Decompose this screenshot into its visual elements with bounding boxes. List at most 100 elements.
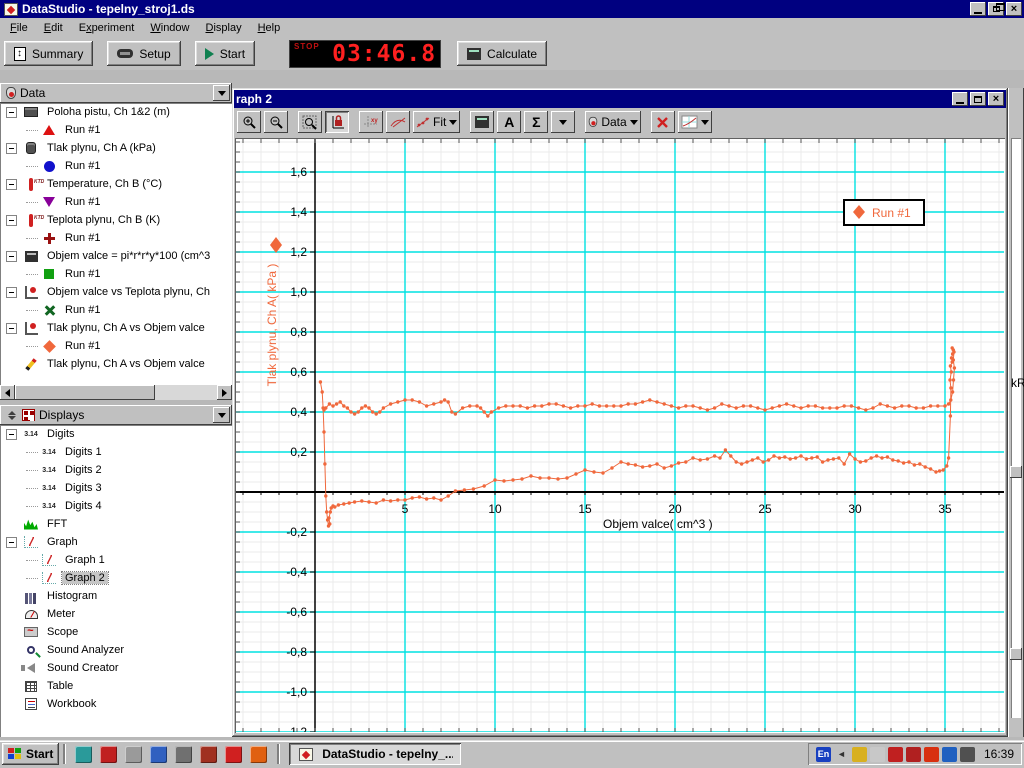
tree-item-workbook[interactable]: Workbook	[0, 695, 232, 713]
graph-canvas[interactable]: -1,2 -1,0 -0,8 -0,6 -0,4 -0,2 0,2 0,4 0,6 0,8 1,0 1…	[236, 139, 1004, 732]
tray-pen[interactable]	[959, 746, 975, 762]
tree-item-graph[interactable]: Graph	[0, 533, 232, 551]
quicklaunch-opera[interactable]	[225, 745, 243, 763]
quicklaunch-calculator[interactable]	[175, 745, 193, 763]
scroll-right-button[interactable]	[217, 385, 232, 400]
collapse-box[interactable]	[6, 536, 17, 548]
tree-item-objem-valce-vs-teplota-plynu-ch[interactable]: Objem valce vs Teplota plynu, Ch	[0, 283, 232, 301]
collapse-box[interactable]	[6, 214, 17, 226]
collapse-box[interactable]	[6, 250, 17, 262]
tree-item-run-1[interactable]: Run #1	[0, 229, 232, 247]
menu-help[interactable]: Help	[257, 21, 281, 34]
tree-item-digits-1[interactable]: 3.14 Digits 1	[0, 443, 232, 461]
start-button[interactable]: Start	[194, 41, 256, 66]
data-selector-button[interactable]: Data	[585, 111, 641, 133]
tree-item-digits[interactable]: 3.14 Digits	[0, 425, 232, 443]
graph-minimize-button[interactable]	[952, 92, 968, 106]
setup-button[interactable]: Setup	[107, 41, 181, 66]
tray-brush[interactable]	[851, 746, 867, 762]
tree-item-tlak-plynu-ch-a-kpa[interactable]: Tlak plynu, Ch A (kPa)	[0, 139, 232, 157]
collapse-box[interactable]	[6, 178, 17, 190]
tree-item-graph-2[interactable]: Graph 2	[0, 569, 232, 587]
tree-item-digits-2[interactable]: 3.14 Digits 2	[0, 461, 232, 479]
splitter-grip-icon[interactable]	[6, 408, 18, 422]
tree-item-temperature-ch-b-c[interactable]: Temperature, Ch B (°C)	[0, 175, 232, 193]
statistics-button[interactable]: Σ	[524, 111, 549, 133]
collapse-box[interactable]	[6, 286, 17, 298]
calculate-button[interactable]: Calculate	[457, 41, 548, 66]
graph-titlebar[interactable]: raph 2 ×	[234, 90, 1006, 108]
menu-file[interactable]: File	[10, 21, 28, 34]
quicklaunch-paint[interactable]	[150, 745, 168, 763]
tree-item-label: FFT	[47, 518, 68, 530]
collapse-box[interactable]	[6, 428, 17, 440]
tray-ati[interactable]	[887, 746, 903, 762]
fit-dropdown-button[interactable]: Fit	[413, 111, 461, 133]
tree-item-tlak-plynu-ch-a-vs-objem-valce[interactable]: Tlak plynu, Ch A vs Objem valce	[0, 319, 232, 337]
tree-item-sound-creator[interactable]: Sound Creator	[0, 659, 232, 677]
menu-display[interactable]: Display	[205, 21, 242, 34]
tree-item-run-1[interactable]: Run #1	[0, 121, 232, 139]
tree-item-graph-1[interactable]: Graph 1	[0, 551, 232, 569]
tray-volume[interactable]: ◄	[833, 746, 849, 762]
collapse-box[interactable]	[6, 142, 17, 154]
tray-sync[interactable]	[941, 746, 957, 762]
scroll-thumb[interactable]	[15, 385, 155, 400]
tree-item-digits-3[interactable]: 3.14 Digits 3	[0, 479, 232, 497]
collapse-box[interactable]	[6, 106, 17, 118]
tree-item-run-1[interactable]: Run #1	[0, 193, 232, 211]
tree-item-poloha-pistu-ch-1-2-m[interactable]: Poloha pistu, Ch 1&2 (m)	[0, 103, 232, 121]
tray-guard[interactable]	[905, 746, 921, 762]
quicklaunch-bird[interactable]	[125, 745, 143, 763]
tree-item-run-1[interactable]: Run #1	[0, 157, 232, 175]
zoom-select-button[interactable]	[298, 111, 322, 133]
summary-button[interactable]: Summary	[4, 41, 94, 66]
minimize-button[interactable]	[970, 2, 986, 16]
tray-lightning[interactable]	[923, 746, 939, 762]
restore-button[interactable]	[988, 2, 1005, 16]
tree-item-fft[interactable]: FFT	[0, 515, 232, 533]
tray-language-en[interactable]: En	[815, 746, 831, 762]
tree-item-tlak-plynu-ch-a-vs-objem-valce[interactable]: Tlak plynu, Ch A vs Objem valce	[0, 355, 232, 373]
quicklaunch-dragon[interactable]	[200, 745, 218, 763]
tree-item-scope[interactable]: Scope	[0, 623, 232, 641]
tree-item-teplota-plynu-ch-b-k[interactable]: Teplota plynu, Ch B (K)	[0, 211, 232, 229]
zoom-out-button[interactable]	[264, 111, 288, 133]
displays-dropdown-button[interactable]	[213, 407, 230, 423]
quicklaunch-notes[interactable]	[75, 745, 93, 763]
tree-item-table[interactable]: Table	[0, 677, 232, 695]
zoom-in-button[interactable]	[237, 111, 261, 133]
close-button[interactable]: ×	[1006, 2, 1022, 16]
graph-maximize-button[interactable]	[970, 92, 986, 106]
tree-item-histogram[interactable]: Histogram	[0, 587, 232, 605]
slope-tool-button[interactable]	[386, 111, 410, 133]
tray-scheduler[interactable]	[869, 746, 885, 762]
data-hscrollbar[interactable]	[0, 385, 232, 400]
graph-calculator-button[interactable]	[470, 111, 495, 133]
collapse-box[interactable]	[6, 322, 17, 334]
tree-item-run-1[interactable]: Run #1	[0, 265, 232, 283]
tree-item-run-1[interactable]: Run #1	[0, 337, 232, 355]
menu-edit[interactable]: Edit	[43, 21, 63, 34]
tree-item-run-1[interactable]: Run #1	[0, 301, 232, 319]
scale-to-fit-button[interactable]	[325, 111, 349, 133]
graph-settings-button[interactable]	[677, 111, 712, 133]
tree-item-meter[interactable]: Meter	[0, 605, 232, 623]
tree-item-sound-analyzer[interactable]: Sound Analyzer	[0, 641, 232, 659]
statistics-dropdown-button[interactable]	[551, 111, 576, 133]
plot-area[interactable]: -1,2 -1,0 -0,8 -0,6 -0,4 -0,2 0,2 0,4 0,6 0,8 1,0 1…	[235, 138, 1005, 733]
text-tool-button[interactable]: A	[497, 111, 522, 133]
graph-close-button[interactable]: ×	[988, 92, 1004, 106]
quicklaunch-acrobat[interactable]	[100, 745, 118, 763]
taskbar-task-datastudio[interactable]: DataStudio - tepelny_...	[289, 743, 462, 765]
scroll-left-button[interactable]	[0, 385, 15, 400]
quicklaunch-flame[interactable]	[250, 745, 268, 763]
tree-item-objem-valce-pi-r-r-y-100-cm-3[interactable]: Objem valce = pi*r*r*y*100 (cm^3	[0, 247, 232, 265]
menu-experiment[interactable]: Experiment	[78, 21, 135, 34]
start-menu-button[interactable]: Start	[2, 743, 60, 765]
tree-item-digits-4[interactable]: 3.14 Digits 4	[0, 497, 232, 515]
remove-button[interactable]	[650, 111, 675, 133]
menu-window[interactable]: Window	[150, 21, 190, 34]
smart-tool-button[interactable]: xy	[359, 111, 383, 133]
data-dropdown-button[interactable]	[213, 85, 230, 101]
